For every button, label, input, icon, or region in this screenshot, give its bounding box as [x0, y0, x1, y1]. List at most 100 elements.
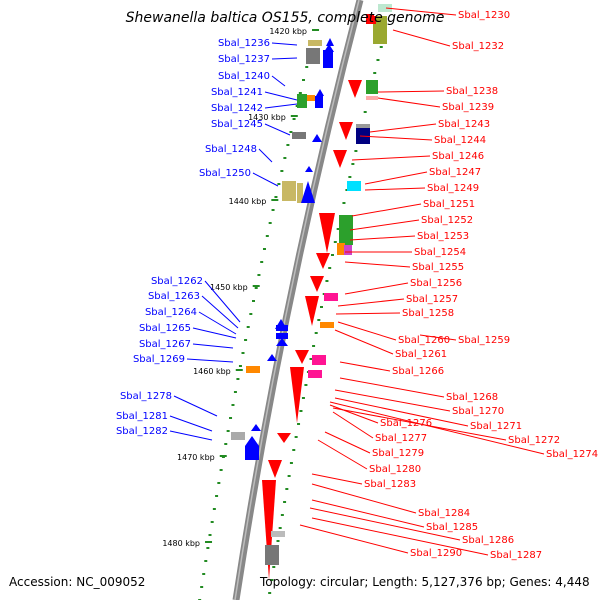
tick-dot	[202, 573, 206, 575]
gene-box	[323, 50, 333, 68]
gene-box	[315, 96, 323, 108]
tick-dot	[351, 163, 355, 165]
gene-label-reverse: Sbal_1274	[546, 449, 598, 460]
gene-arrow-reverse	[295, 350, 309, 364]
gene-label-reverse: Sbal_1254	[414, 247, 466, 258]
leader-line	[192, 343, 234, 349]
kbp-label: 1420 kbp	[269, 27, 307, 36]
kbp-tick	[312, 29, 320, 31]
gene-box	[245, 446, 259, 460]
leader-line	[317, 439, 368, 470]
accession-text: Accession: NC_009052	[9, 575, 145, 589]
gene-label-reverse: Sbal_1253	[417, 231, 469, 242]
gene-label-reverse: Sbal_1230	[458, 10, 510, 21]
leader-line	[419, 334, 457, 341]
leader-line	[198, 311, 237, 335]
kbp-tick	[205, 541, 213, 543]
kbp-tick	[271, 199, 279, 201]
gene-arrow-forward	[245, 436, 259, 446]
tick-dot	[236, 378, 240, 380]
kbp-label: 1440 kbp	[229, 197, 267, 206]
gene-arrow-reverse	[339, 122, 353, 140]
gene-box	[246, 366, 260, 373]
gene-box	[356, 124, 370, 144]
kbp-tick	[235, 369, 243, 371]
leader-line	[192, 327, 237, 339]
gene-label-reverse: Sbal_1287	[490, 550, 542, 561]
leader-line	[204, 280, 241, 323]
gene-labels: Sbal_1236 Sbal_1237 Sbal_1240 Sbal_1241 Sbal…	[116, 10, 598, 561]
gene-label-forward: Sbal_1262	[151, 276, 203, 287]
gene-label-reverse: Sbal_1256	[410, 278, 462, 289]
gene-label-forward: Sbal_1237	[218, 54, 270, 65]
gene-label-forward: Sbal_1236	[218, 38, 270, 49]
leader-line	[364, 187, 426, 191]
leader-line	[334, 329, 394, 355]
leader-line	[329, 404, 379, 424]
kbp-tick	[252, 285, 260, 287]
gene-box	[370, 16, 376, 24]
tick-dot	[212, 508, 216, 510]
gene-label-reverse: Sbal_1290	[410, 548, 462, 559]
tick-dot	[373, 72, 377, 74]
tick-dot	[229, 417, 233, 419]
gene-arrow-reverse	[268, 460, 282, 478]
leader-line	[311, 483, 417, 514]
leader-line	[271, 42, 298, 46]
gene-label-reverse: Sbal_1286	[462, 535, 514, 546]
tick-dot	[309, 358, 313, 360]
gene-label-forward: Sbal_1267	[139, 339, 191, 350]
tick-dot	[304, 384, 308, 386]
gene-box	[292, 132, 306, 139]
kbp-label: 1460 kbp	[193, 367, 231, 376]
kbp-label: 1470 kbp	[177, 453, 215, 462]
tick-dot	[328, 267, 332, 269]
gene-arrow-forward	[301, 181, 315, 203]
gene-label-reverse: Sbal_1276	[380, 418, 432, 429]
tick-dot	[348, 176, 352, 178]
tick-dot	[283, 501, 287, 503]
tick-dot	[249, 313, 253, 315]
leader-line	[311, 499, 425, 528]
tick-dot	[254, 287, 258, 289]
tick-dot	[265, 235, 269, 237]
gene-box	[271, 531, 285, 537]
tick-dot	[268, 592, 272, 594]
leader-line	[351, 155, 431, 161]
gene-features	[231, 4, 392, 580]
gene-box	[320, 322, 334, 328]
gene-box	[324, 293, 338, 301]
leader-line	[385, 7, 457, 16]
tick-dot	[294, 436, 298, 438]
gene-arrow-reverse	[319, 213, 335, 253]
leader-line	[344, 282, 409, 295]
gene-box	[344, 245, 352, 255]
gene-box	[308, 40, 322, 46]
tick-dot	[280, 514, 284, 516]
tick-dot	[287, 475, 291, 477]
tick-dot	[286, 144, 290, 146]
gene-label-reverse: Sbal_1257	[406, 294, 458, 305]
gene-arrow-forward	[276, 338, 288, 346]
gene-label-reverse: Sbal_1258	[402, 308, 454, 319]
gene-box	[378, 4, 392, 12]
leader-line	[271, 57, 298, 60]
leader-line	[377, 97, 441, 108]
gene-arrow-reverse	[277, 433, 291, 443]
gene-label-reverse: Sbal_1261	[395, 349, 447, 360]
gene-box	[373, 16, 387, 44]
gene-label-forward: Sbal_1282	[116, 426, 168, 437]
tick-dot	[298, 92, 302, 94]
tick-dot	[376, 59, 380, 61]
leader-line	[311, 517, 489, 556]
gene-box	[366, 80, 378, 94]
tick-dot	[354, 150, 358, 152]
gene-label-reverse: Sbal_1277	[375, 433, 427, 444]
tick-dot	[325, 280, 329, 282]
tick-dot	[260, 261, 264, 263]
tick-dot	[217, 482, 221, 484]
gene-arrow-forward	[326, 38, 334, 46]
gene-label-forward: Sbal_1269	[133, 354, 185, 365]
tick-dot	[244, 339, 248, 341]
gene-label-reverse: Sbal_1270	[452, 406, 504, 417]
